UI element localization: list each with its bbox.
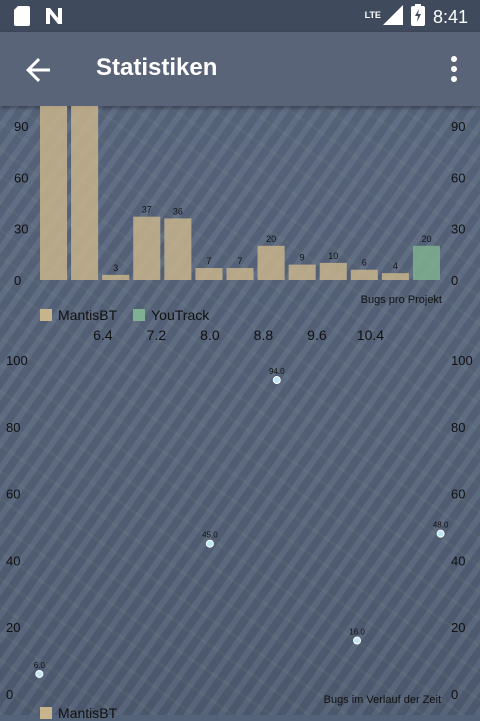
- legend-swatch-mantisbt: [40, 309, 52, 321]
- y-tick-left-60: 60: [14, 170, 28, 185]
- bar-chart-description: Bugs pro Projekt: [361, 294, 442, 306]
- scatter-point-4: [437, 530, 444, 537]
- scatter-chart-description: Bugs im Verlauf der Zeit: [324, 694, 441, 706]
- scatter-label-2: 94.0: [269, 367, 285, 376]
- bar-label-5: 7: [206, 256, 211, 266]
- y-tick-right-60: 60: [451, 170, 465, 185]
- y2-tick-left-60: 60: [6, 487, 20, 502]
- x-tick-0: 6.4: [93, 327, 113, 343]
- page-title: Statistiken: [96, 54, 217, 82]
- scatter-label-0: 6.0: [34, 661, 46, 670]
- app-bar: Statistiken: [0, 32, 480, 106]
- scatter-label-4: 48.0: [433, 521, 449, 530]
- y2-tick-right-80: 80: [451, 420, 465, 435]
- legend-label-mantisbt-2: MantisBT: [58, 705, 117, 721]
- bar-0: [40, 106, 67, 280]
- y2-tick-right-0: 0: [451, 687, 458, 702]
- bar-label-9: 10: [328, 251, 338, 261]
- bar-label-2: 3: [113, 263, 118, 273]
- bar-10: [351, 270, 378, 280]
- bar-label-11: 4: [393, 261, 398, 271]
- y2-tick-right-60: 60: [451, 487, 465, 502]
- legend-label-youtrack: YouTrack: [151, 307, 209, 323]
- bugs-over-time-chart: 6.4 7.2 8.0 8.8 9.6 10.4 0 0 20 20 40 40 60 60 80 80 100…: [0, 324, 480, 715]
- y2-tick-right-100: 100: [451, 353, 473, 368]
- bar-8: [289, 265, 316, 280]
- bar-chart-legend: MantisBT YouTrack: [40, 307, 209, 323]
- legend-swatch-youtrack: [133, 309, 145, 321]
- y2-tick-right-20: 20: [451, 620, 465, 635]
- bar-1: [71, 106, 98, 280]
- y-tick-right-30: 30: [451, 222, 465, 237]
- bar-7: [258, 246, 285, 280]
- bar-11: [382, 273, 409, 280]
- bugs-per-project-chart: 0 0 30 30 60 60 90 90 3 37 36 7 7 20 9 10 6 4 20 Bugs pro P…: [0, 106, 480, 306]
- y2-tick-left-20: 20: [6, 620, 20, 635]
- bar-label-6: 7: [237, 256, 242, 266]
- y2-tick-left-40: 40: [6, 553, 20, 568]
- y-tick-left-0: 0: [14, 273, 21, 288]
- scatter-chart-legend: MantisBT: [40, 705, 117, 721]
- scatter-label-1: 45.0: [202, 531, 218, 540]
- status-bar: LTE 8:41: [0, 0, 480, 32]
- clock: 8:41: [433, 7, 468, 28]
- bar-5: [195, 268, 222, 280]
- scatter-point-2: [273, 377, 280, 384]
- y-tick-right-0: 0: [451, 273, 458, 288]
- bar-6: [226, 268, 253, 280]
- legend-item-mantisbt: MantisBT: [40, 307, 117, 323]
- sd-card-icon: [14, 6, 30, 31]
- scatter-label-3: 16.0: [349, 628, 365, 637]
- x-tick-2: 8.0: [200, 327, 220, 343]
- x-tick-1: 7.2: [147, 327, 167, 343]
- y2-tick-left-0: 0: [6, 687, 13, 702]
- legend-swatch-mantisbt-2: [40, 707, 52, 719]
- bar-label-4: 36: [173, 206, 183, 216]
- lte-label: LTE: [365, 10, 381, 20]
- bar-label-3: 37: [142, 205, 152, 215]
- y2-tick-left-100: 100: [6, 353, 28, 368]
- more-vert-icon[interactable]: [444, 54, 464, 84]
- bar-label-7: 20: [266, 234, 276, 244]
- bar-2: [102, 275, 129, 280]
- bar-3: [133, 217, 160, 280]
- signal-icon: [383, 5, 403, 30]
- scatter-point-1: [206, 540, 213, 547]
- bar-label-12: 20: [421, 234, 431, 244]
- bar-label-10: 6: [362, 258, 367, 268]
- x-tick-5: 10.4: [357, 327, 384, 343]
- bar-4: [164, 218, 191, 280]
- bar-9: [320, 263, 347, 280]
- notification-n-icon: [44, 6, 64, 31]
- y-tick-left-30: 30: [14, 222, 28, 237]
- battery-charging-icon: [411, 4, 425, 31]
- x-tick-3: 8.8: [254, 327, 274, 343]
- x-tick-4: 9.6: [307, 327, 327, 343]
- bar-12: [413, 246, 440, 280]
- y-tick-right-90: 90: [451, 119, 465, 134]
- legend-item-youtrack: YouTrack: [133, 307, 209, 323]
- arrow-left-icon[interactable]: [20, 52, 56, 88]
- scatter-point-3: [354, 637, 361, 644]
- y-tick-left-90: 90: [14, 119, 28, 134]
- bar-label-8: 9: [300, 253, 305, 263]
- y2-tick-right-40: 40: [451, 553, 465, 568]
- legend-label-mantisbt: MantisBT: [58, 307, 117, 323]
- y2-tick-left-80: 80: [6, 420, 20, 435]
- scatter-point-0: [36, 670, 43, 677]
